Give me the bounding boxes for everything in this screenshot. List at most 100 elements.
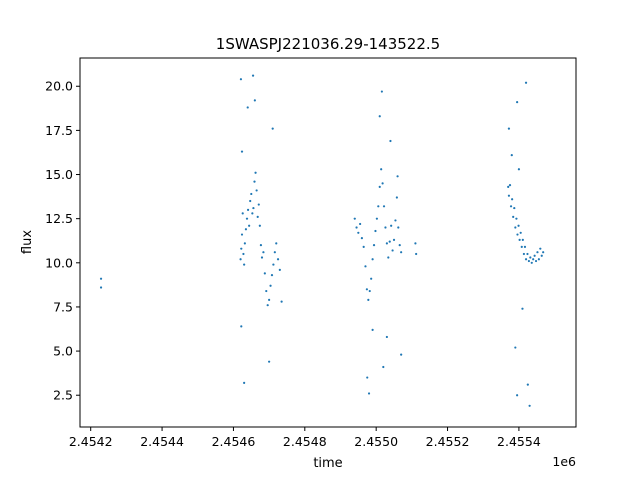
x-tick-label: 2.4548: [283, 434, 327, 449]
data-point: [253, 180, 256, 183]
data-point: [514, 226, 517, 229]
chart-title: 1SWASPJ221036.29-143522.5: [216, 35, 440, 53]
x-tick-label: 2.4542: [69, 434, 113, 449]
y-tick-label: 20.0: [45, 79, 73, 94]
data-point: [514, 346, 517, 349]
data-point: [385, 335, 388, 339]
data-point: [240, 150, 244, 153]
data-point: [395, 196, 398, 199]
data-point: [521, 307, 524, 310]
data-point: [516, 101, 519, 104]
data-point: [268, 298, 271, 301]
x-axis-label: time: [313, 456, 342, 471]
data-point: [530, 261, 533, 264]
data-point: [251, 74, 255, 77]
data-point: [512, 215, 515, 218]
data-point: [251, 212, 254, 215]
data-point: [388, 240, 391, 243]
data-point: [509, 205, 513, 208]
data-point: [245, 217, 249, 220]
data-point: [355, 226, 358, 229]
data-point: [382, 365, 385, 369]
y-tick-label: 12.5: [45, 211, 73, 226]
data-point: [258, 224, 261, 227]
data-point: [515, 217, 518, 220]
data-point: [375, 217, 378, 220]
data-point: [384, 226, 387, 229]
data-point: [255, 189, 258, 192]
data-point: [359, 222, 362, 226]
data-point: [367, 392, 371, 395]
data-point: [243, 263, 246, 266]
data-point: [374, 229, 377, 233]
data-point: [532, 258, 535, 261]
data-point: [390, 224, 393, 227]
data-point: [240, 325, 243, 328]
y-tick-label: 10.0: [45, 255, 73, 270]
data-point: [517, 168, 521, 171]
data-point: [507, 194, 511, 197]
data-points: [99, 74, 545, 407]
data-point: [263, 272, 266, 275]
y-tick-label: 5.0: [53, 344, 73, 359]
data-point: [520, 245, 523, 249]
data-point: [519, 231, 522, 234]
x-axis-offset-label: 1e6: [552, 454, 576, 469]
data-point: [273, 251, 276, 254]
data-point: [382, 205, 386, 208]
data-point: [371, 328, 374, 331]
data-point: [536, 251, 539, 254]
data-point: [276, 258, 280, 261]
data-point: [380, 168, 383, 171]
data-point: [523, 245, 527, 249]
data-point: [400, 353, 403, 356]
data-point: [511, 198, 514, 201]
data-point: [243, 381, 246, 384]
data-point: [524, 81, 528, 84]
data-point: [365, 288, 368, 291]
data-point: [240, 247, 243, 250]
data-point: [372, 244, 376, 247]
data-point: [400, 251, 403, 254]
data-point: [253, 99, 256, 102]
data-point: [260, 256, 264, 259]
data-point: [366, 376, 369, 379]
data-point: [378, 115, 381, 118]
data-point: [257, 203, 260, 206]
y-tick-label: 17.5: [45, 123, 73, 138]
data-point: [249, 199, 252, 203]
data-point: [241, 212, 244, 215]
data-point: [415, 252, 418, 256]
data-point: [357, 231, 360, 234]
data-point: [380, 90, 383, 93]
y-tick-label: 15.0: [45, 167, 73, 182]
data-point: [246, 208, 250, 211]
data-point: [250, 192, 253, 196]
data-point: [527, 259, 531, 263]
data-point: [243, 242, 246, 245]
data-point: [353, 217, 356, 220]
x-axis-ticks: 2.4542 2.4544 2.4546 2.4548 2.4550 2.4552 2.45…: [69, 427, 541, 449]
data-point: [394, 219, 397, 222]
data-point: [381, 182, 384, 185]
y-axis-label: flux: [20, 230, 35, 254]
data-point: [389, 139, 392, 143]
data-point: [377, 205, 380, 208]
data-point: [272, 263, 275, 266]
data-point: [533, 254, 536, 257]
data-point: [278, 268, 281, 271]
data-point: [513, 206, 516, 210]
x-tick-label: 2.4552: [426, 434, 470, 449]
data-point: [539, 247, 542, 250]
data-point: [385, 242, 388, 245]
x-tick-label: 2.4544: [140, 434, 184, 449]
data-point: [521, 238, 524, 241]
data-point: [370, 277, 373, 280]
data-point: [529, 256, 532, 259]
data-point: [507, 127, 511, 130]
data-point: [392, 238, 396, 241]
data-point: [242, 252, 245, 256]
data-point: [252, 206, 255, 210]
data-point: [516, 394, 519, 397]
